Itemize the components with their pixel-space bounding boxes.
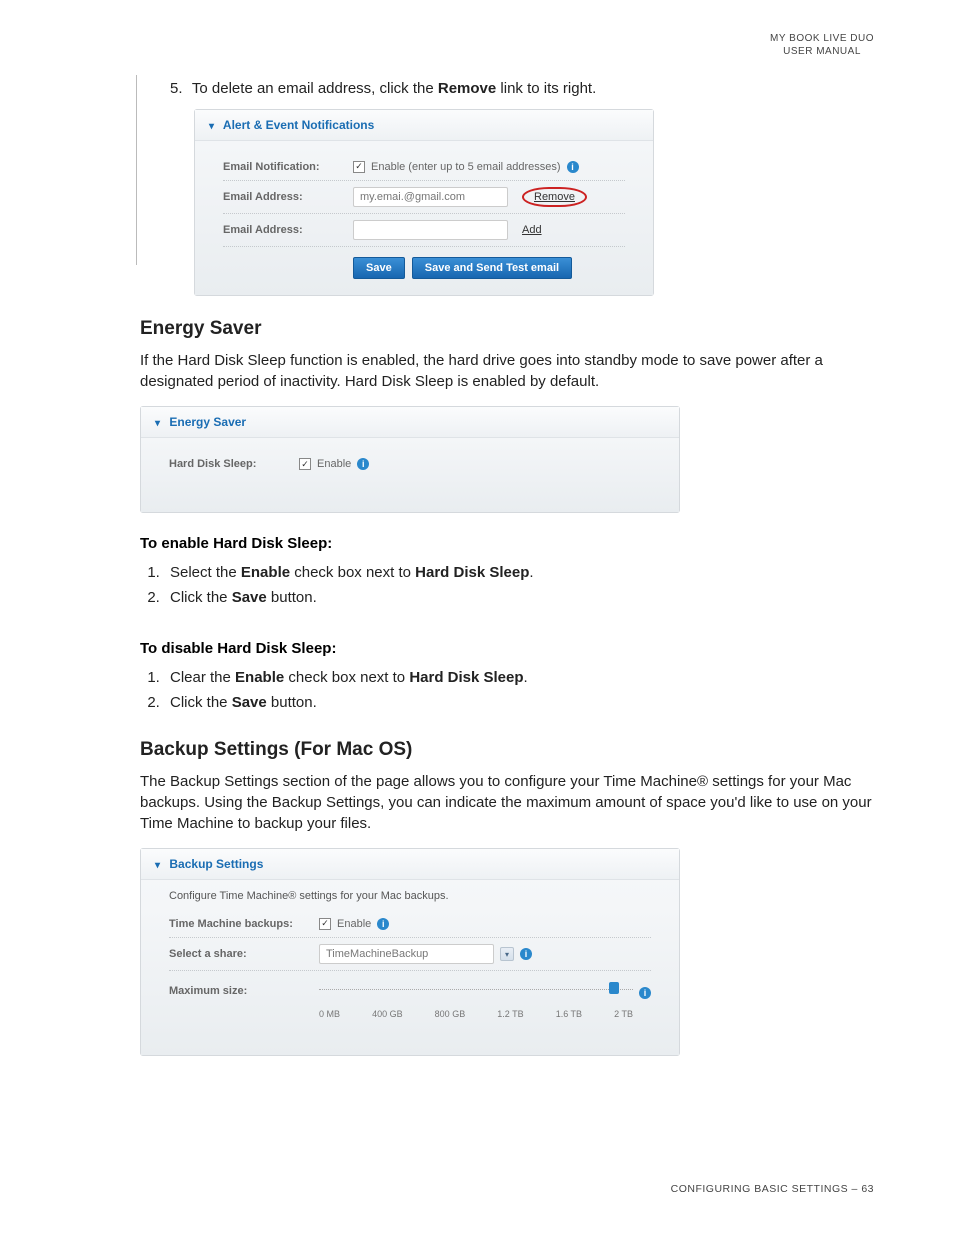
- tm-backups-checkbox[interactable]: ✓: [319, 918, 331, 930]
- save-send-test-button[interactable]: Save and Send Test email: [412, 257, 572, 279]
- alert-button-row: Save Save and Send Test email: [353, 257, 625, 279]
- doc-header: MY BOOK LIVE DUO USER MANUAL: [770, 32, 874, 58]
- energy-panel-header[interactable]: ▾ Energy Saver: [141, 407, 679, 438]
- tick-0: 0 MB: [319, 1009, 340, 1019]
- email-address-2-input[interactable]: [353, 220, 508, 240]
- energy-saver-heading: Energy Saver: [140, 318, 874, 340]
- hard-disk-sleep-label: Hard Disk Sleep:: [169, 458, 299, 470]
- alert-panel-body: Email Notification: ✓ Enable (enter up t…: [195, 141, 653, 295]
- margin-rule: [136, 75, 137, 265]
- chevron-down-icon: ▾: [209, 121, 214, 132]
- info-icon[interactable]: i: [639, 987, 651, 999]
- email-address-2-label: Email Address:: [223, 224, 353, 236]
- info-icon[interactable]: i: [520, 948, 532, 960]
- hard-disk-sleep-text: Enable: [317, 458, 351, 470]
- tick-2: 800 GB: [435, 1009, 466, 1019]
- tm-backups-text: Enable: [337, 918, 371, 930]
- tick-4: 1.6 TB: [556, 1009, 582, 1019]
- step-5-num: 5.: [170, 80, 188, 97]
- backup-panel-body: Time Machine backups: ✓ Enable i Select …: [141, 906, 679, 1055]
- email-notification-label: Email Notification:: [223, 161, 353, 173]
- tick-1: 400 GB: [372, 1009, 403, 1019]
- dropdown-icon[interactable]: ▾: [500, 947, 514, 961]
- slider-ticks: 0 MB 400 GB 800 GB 1.2 TB 1.6 TB 2 TB: [319, 1009, 633, 1019]
- step-5: 5. To delete an email address, click the…: [170, 80, 874, 97]
- chevron-down-icon: ▾: [155, 860, 160, 871]
- save-button[interactable]: Save: [353, 257, 405, 279]
- step-5-bold: Remove: [438, 80, 496, 97]
- page-footer: CONFIGURING BASIC SETTINGS – 63: [671, 1183, 874, 1195]
- step-5-pre: To delete an email address, click the: [192, 80, 438, 97]
- disable-hds-steps: Clear the Enable check box next to Hard …: [164, 669, 874, 711]
- header-line1: MY BOOK LIVE DUO: [770, 32, 874, 45]
- select-share-input[interactable]: [319, 944, 494, 964]
- disable-hds-heading: To disable Hard Disk Sleep:: [140, 640, 874, 657]
- page-content: 5. To delete an email address, click the…: [140, 80, 874, 1056]
- enable-hds-steps: Select the Enable check box next to Hard…: [164, 564, 874, 606]
- chevron-down-icon: ▾: [155, 418, 160, 429]
- enable-hds-heading: To enable Hard Disk Sleep:: [140, 535, 874, 552]
- slider-handle[interactable]: [609, 982, 619, 994]
- energy-panel: ▾ Energy Saver Hard Disk Sleep: ✓ Enable…: [140, 406, 680, 513]
- max-size-label: Maximum size:: [169, 985, 319, 997]
- enable-step-1: Select the Enable check box next to Hard…: [164, 564, 874, 581]
- hard-disk-sleep-row: Hard Disk Sleep: ✓ Enable i: [169, 450, 651, 478]
- add-link[interactable]: Add: [522, 224, 542, 236]
- info-icon[interactable]: i: [357, 458, 369, 470]
- max-size-row: Maximum size: 0 MB 400 GB 800 GB 1.2 TB …: [169, 971, 651, 1025]
- alert-panel: ▾ Alert & Event Notifications Email Noti…: [194, 109, 654, 296]
- energy-saver-paragraph: If the Hard Disk Sleep function is enabl…: [140, 350, 874, 392]
- enable-step-2: Click the Save button.: [164, 589, 874, 606]
- max-size-slider[interactable]: 0 MB 400 GB 800 GB 1.2 TB 1.6 TB 2 TB: [319, 985, 633, 1019]
- email-address-2-row: Email Address: Add: [223, 214, 625, 247]
- backup-panel-desc: Configure Time Machine® settings for you…: [141, 880, 679, 906]
- energy-panel-title: Energy Saver: [169, 415, 246, 429]
- backup-panel-title: Backup Settings: [169, 857, 263, 871]
- email-notification-checkbox[interactable]: ✓: [353, 161, 365, 173]
- email-address-1-row: Email Address: Remove: [223, 181, 625, 214]
- info-icon[interactable]: i: [567, 161, 579, 173]
- backup-panel: ▾ Backup Settings Configure Time Machine…: [140, 848, 680, 1056]
- email-notification-row: Email Notification: ✓ Enable (enter up t…: [223, 153, 625, 181]
- alert-panel-title: Alert & Event Notifications: [223, 118, 374, 132]
- alert-panel-header[interactable]: ▾ Alert & Event Notifications: [195, 110, 653, 141]
- tick-5: 2 TB: [614, 1009, 633, 1019]
- info-icon[interactable]: i: [377, 918, 389, 930]
- select-share-row: Select a share: ▾ i: [169, 938, 651, 971]
- hard-disk-sleep-checkbox[interactable]: ✓: [299, 458, 311, 470]
- backup-paragraph: The Backup Settings section of the page …: [140, 771, 874, 834]
- email-address-1-input[interactable]: [353, 187, 508, 207]
- tm-backups-row: Time Machine backups: ✓ Enable i: [169, 910, 651, 938]
- disable-step-2: Click the Save button.: [164, 694, 874, 711]
- remove-link[interactable]: Remove: [522, 187, 587, 207]
- header-line2: USER MANUAL: [770, 45, 874, 58]
- backup-heading: Backup Settings (For Mac OS): [140, 739, 874, 761]
- tm-backups-label: Time Machine backups:: [169, 918, 319, 930]
- disable-step-1: Clear the Enable check box next to Hard …: [164, 669, 874, 686]
- step-5-post: link to its right.: [496, 80, 596, 97]
- email-notification-text: Enable (enter up to 5 email addresses): [371, 161, 561, 173]
- backup-panel-header[interactable]: ▾ Backup Settings: [141, 849, 679, 880]
- select-share-label: Select a share:: [169, 948, 319, 960]
- email-address-1-label: Email Address:: [223, 191, 353, 203]
- energy-panel-body: Hard Disk Sleep: ✓ Enable i: [141, 438, 679, 512]
- tick-3: 1.2 TB: [497, 1009, 523, 1019]
